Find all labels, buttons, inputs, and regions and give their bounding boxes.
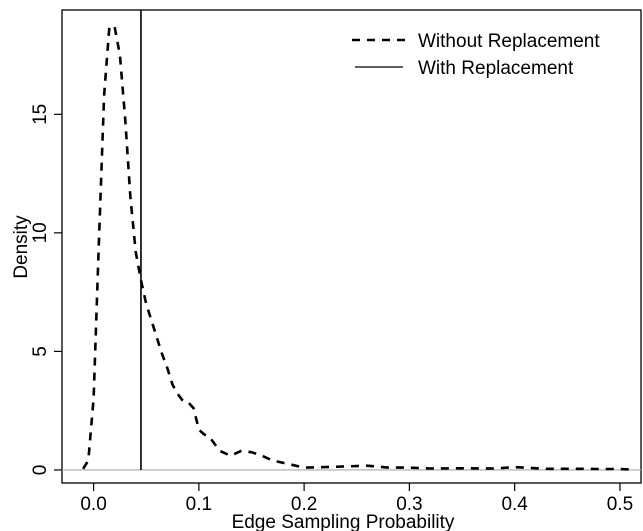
y-tick-label: 5	[30, 346, 51, 357]
series-layer	[81, 10, 631, 471]
x-axis: 0.0 0.1 0.2 0.3 0.4 0.5	[80, 483, 633, 515]
x-tick-label: 0.1	[186, 494, 212, 515]
legend-label-with-replacement: With Replacement	[418, 58, 574, 79]
y-tick-label: 15	[30, 104, 51, 125]
y-axis: 0 5 10 15	[30, 104, 62, 475]
y-axis-title: Density	[11, 215, 32, 279]
y-tick-label: 0	[30, 465, 51, 476]
x-tick-label: 0.5	[607, 494, 633, 515]
x-tick-label: 0.2	[291, 494, 317, 515]
y-tick-label: 10	[30, 222, 51, 243]
x-tick-label: 0.3	[396, 494, 422, 515]
x-tick-label: 0.4	[501, 494, 528, 515]
legend: Without Replacement With Replacement	[352, 31, 600, 79]
x-axis-title: Edge Sampling Probability	[232, 512, 455, 531]
x-tick-label: 0.0	[80, 494, 106, 515]
plot-frame	[61, 9, 642, 484]
legend-label-without-replacement: Without Replacement	[418, 31, 600, 52]
series-line-without-replacement	[81, 25, 631, 471]
